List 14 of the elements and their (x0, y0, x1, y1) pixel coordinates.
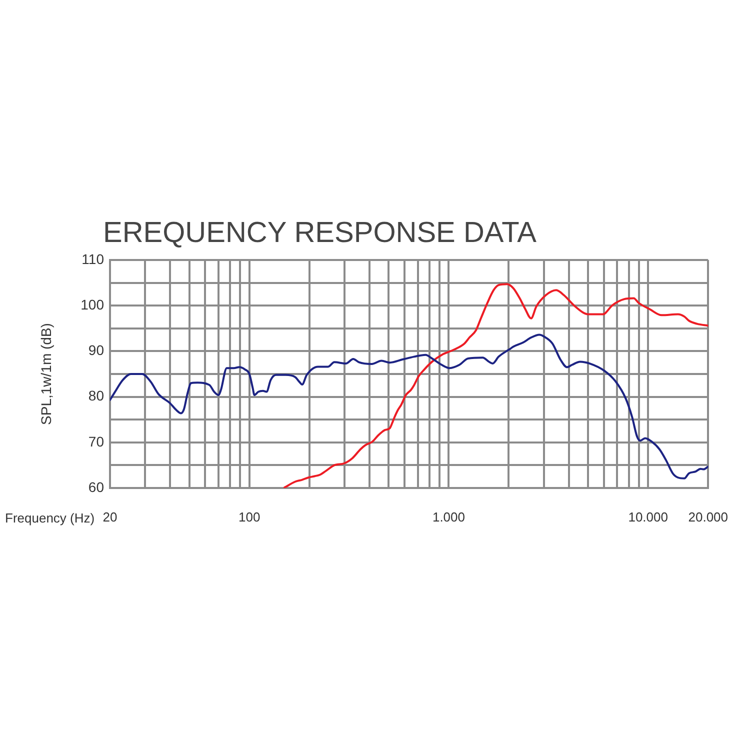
y-tick-label: 110 (82, 250, 104, 267)
x-tick-label: 20.000 (688, 509, 728, 524)
y-tick-label: 100 (80, 296, 104, 312)
y-axis-title: SPL,1w/1m (dB) (38, 323, 54, 425)
x-tick-label: 1.000 (432, 509, 465, 524)
x-tick-label: 100 (238, 509, 260, 524)
x-axis-title: Frequency (Hz) (5, 510, 95, 526)
y-tick-label: 90 (88, 342, 104, 358)
x-tick-label: 10.000 (628, 509, 668, 524)
y-tick-label: 80 (88, 388, 104, 404)
y-tick-label: 70 (88, 433, 104, 450)
y-tick-label: 60 (88, 478, 104, 495)
x-tick-label: 20 (102, 509, 118, 524)
chart-title: EREQUENCY RESPONSE DATA (103, 217, 538, 249)
